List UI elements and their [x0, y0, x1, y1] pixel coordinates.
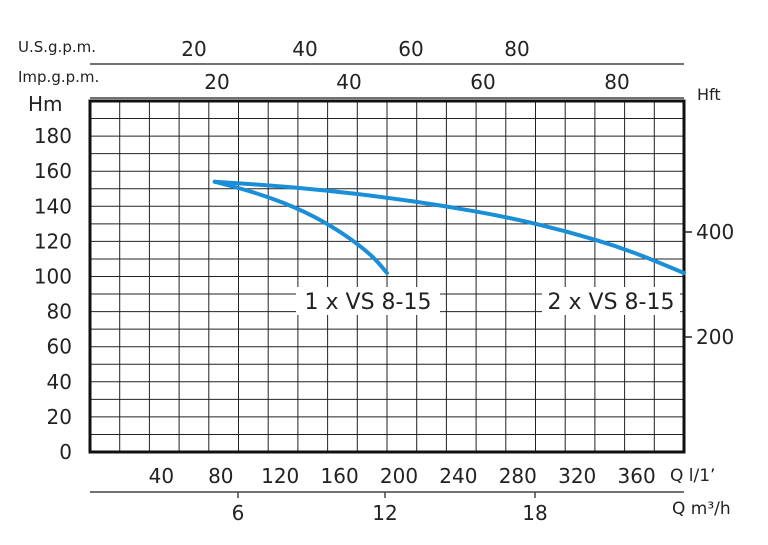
x-tick-label: 360: [618, 464, 656, 488]
plot-border: [88, 99, 686, 454]
series-label-bg: [296, 287, 440, 315]
hft-tick-label: 400: [696, 220, 734, 244]
impgpm-axis-label: Imp.g.p.m.: [18, 68, 99, 86]
usgpm-tick-label: 40: [292, 37, 317, 61]
series-line: [212, 179, 389, 275]
x-tick-label: 160: [321, 464, 359, 488]
m3h-tick-label: 6: [232, 501, 245, 525]
series-label-bg: [542, 287, 680, 315]
grid: [90, 101, 684, 452]
usgpm-tick-label: 60: [398, 37, 423, 61]
x-tick-label: 200: [380, 464, 418, 488]
series-line: [212, 179, 686, 275]
impgpm-tick-label: 40: [336, 70, 361, 94]
m3h-tick-label: 12: [372, 501, 397, 525]
y-tick-label: 40: [47, 370, 72, 394]
x-tick-label: 280: [499, 464, 537, 488]
usgpm-tick-label: 80: [504, 37, 529, 61]
y-tick-label: 80: [47, 300, 72, 324]
y-tick-label: 120: [34, 229, 72, 253]
x-tick-label: 320: [558, 464, 596, 488]
y-tick-label: 140: [34, 194, 72, 218]
usgpm-tick-label: 20: [181, 37, 206, 61]
usgpm-axis-label: U.S.g.p.m.: [18, 38, 96, 56]
curves: [212, 179, 686, 275]
impgpm-tick-label: 60: [470, 70, 495, 94]
hft-axis-label: Hft: [697, 85, 721, 104]
impgpm-tick-label: 20: [204, 70, 229, 94]
y-tick-label: 100: [34, 265, 72, 289]
impgpm-tick-label: 80: [604, 70, 629, 94]
y-tick-label: 60: [47, 335, 72, 359]
x-axis-title: Q l/1’: [670, 466, 715, 486]
y-tick-label: 0: [59, 440, 72, 464]
x-tick-label: 80: [208, 464, 233, 488]
x-tick-label: 40: [149, 464, 174, 488]
y-tick-label: 180: [34, 124, 72, 148]
x-axis-labels: 40 80 120 160 200 240 280 320 360: [149, 464, 656, 488]
m3h-tick-label: 18: [522, 501, 547, 525]
hft-tick-label: 200: [696, 325, 734, 349]
series-labels: 1 x VS 8-15 2 x VS 8-15: [296, 287, 680, 315]
series-label: 1 x VS 8-15: [305, 290, 432, 315]
m3h-axis-label: Q m³/h: [672, 499, 731, 519]
x-tick-label: 120: [261, 464, 299, 488]
series-label: 2 x VS 8-15: [548, 290, 675, 315]
x-tick-label: 240: [439, 464, 477, 488]
y-axis-title: Hm: [28, 92, 63, 116]
y-axis-labels: 0 20 40 60 80 100 120 140 160 180: [34, 124, 72, 464]
y-tick-label: 20: [47, 405, 72, 429]
y-tick-label: 160: [34, 159, 72, 183]
